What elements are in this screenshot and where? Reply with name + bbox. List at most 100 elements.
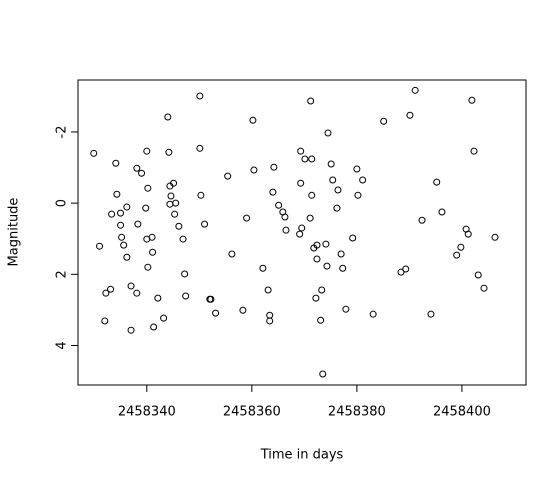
point (112, 159, 120, 167)
point (212, 309, 220, 317)
point (224, 172, 232, 180)
point (297, 179, 305, 187)
point (167, 192, 175, 200)
y-axis-label: Magnitude (7, 198, 22, 267)
point (149, 248, 157, 256)
point (329, 176, 337, 184)
y-tick-label: 2 (55, 270, 70, 278)
point (228, 250, 236, 258)
point (353, 165, 361, 173)
point (339, 264, 347, 272)
point (117, 209, 125, 217)
point (275, 201, 283, 209)
point (117, 221, 125, 229)
point (164, 113, 172, 121)
point (172, 199, 180, 207)
point (301, 155, 309, 163)
point (491, 233, 499, 241)
point (307, 97, 315, 105)
point (243, 214, 251, 222)
point (418, 216, 426, 224)
point (306, 214, 314, 222)
point (334, 186, 342, 194)
point (322, 240, 330, 248)
point (142, 204, 150, 212)
point (120, 241, 128, 249)
x-tick-label: 2458380 (328, 405, 386, 420)
point (327, 160, 335, 168)
point (250, 166, 258, 174)
point (197, 191, 205, 199)
point (333, 204, 341, 212)
point (380, 117, 388, 125)
point (474, 271, 482, 279)
point (281, 213, 289, 221)
point (266, 317, 274, 325)
point (249, 116, 257, 124)
point (406, 111, 414, 119)
point (313, 255, 321, 263)
point (101, 317, 109, 325)
y-tick-label: 4 (55, 341, 70, 349)
point (324, 129, 332, 137)
point (133, 164, 141, 172)
point (118, 233, 126, 241)
point (464, 230, 472, 238)
point (319, 370, 327, 378)
x-tick-label: 2458340 (118, 405, 176, 420)
point (133, 289, 141, 297)
point (123, 203, 131, 211)
point (317, 316, 325, 324)
point (113, 190, 121, 198)
point (411, 86, 419, 94)
y-tick-label: -2 (55, 125, 70, 138)
point (282, 226, 290, 234)
point (269, 188, 277, 196)
point (96, 242, 104, 250)
point (297, 147, 305, 155)
point (144, 184, 152, 192)
point (144, 263, 152, 271)
point (354, 191, 362, 199)
point (182, 292, 190, 300)
point (397, 268, 405, 276)
point (90, 149, 98, 157)
point (160, 314, 168, 322)
point (264, 286, 272, 294)
point (171, 210, 179, 218)
point (134, 220, 142, 228)
point (342, 305, 350, 313)
point (127, 326, 135, 334)
point (259, 264, 267, 272)
point (313, 241, 321, 249)
point (312, 294, 320, 302)
point (359, 176, 367, 184)
point (468, 96, 476, 104)
point (438, 208, 446, 216)
point (308, 155, 316, 163)
point (150, 323, 158, 331)
point (166, 200, 174, 208)
point (138, 169, 146, 177)
point (127, 282, 135, 290)
point (175, 222, 183, 230)
point (270, 163, 278, 171)
point (196, 144, 204, 152)
y-tick-label: 0 (55, 199, 70, 207)
point (457, 243, 465, 251)
point (108, 210, 116, 218)
x-tick-label: 2458360 (223, 405, 281, 420)
point (308, 191, 316, 199)
point (181, 270, 189, 278)
point (207, 295, 215, 303)
point (480, 284, 488, 292)
point (296, 230, 304, 238)
point (107, 285, 115, 293)
point (266, 311, 274, 319)
point (165, 148, 173, 156)
point (470, 147, 478, 155)
x-axis-label: Time in days (260, 448, 344, 463)
point (201, 220, 209, 228)
point (337, 250, 345, 258)
